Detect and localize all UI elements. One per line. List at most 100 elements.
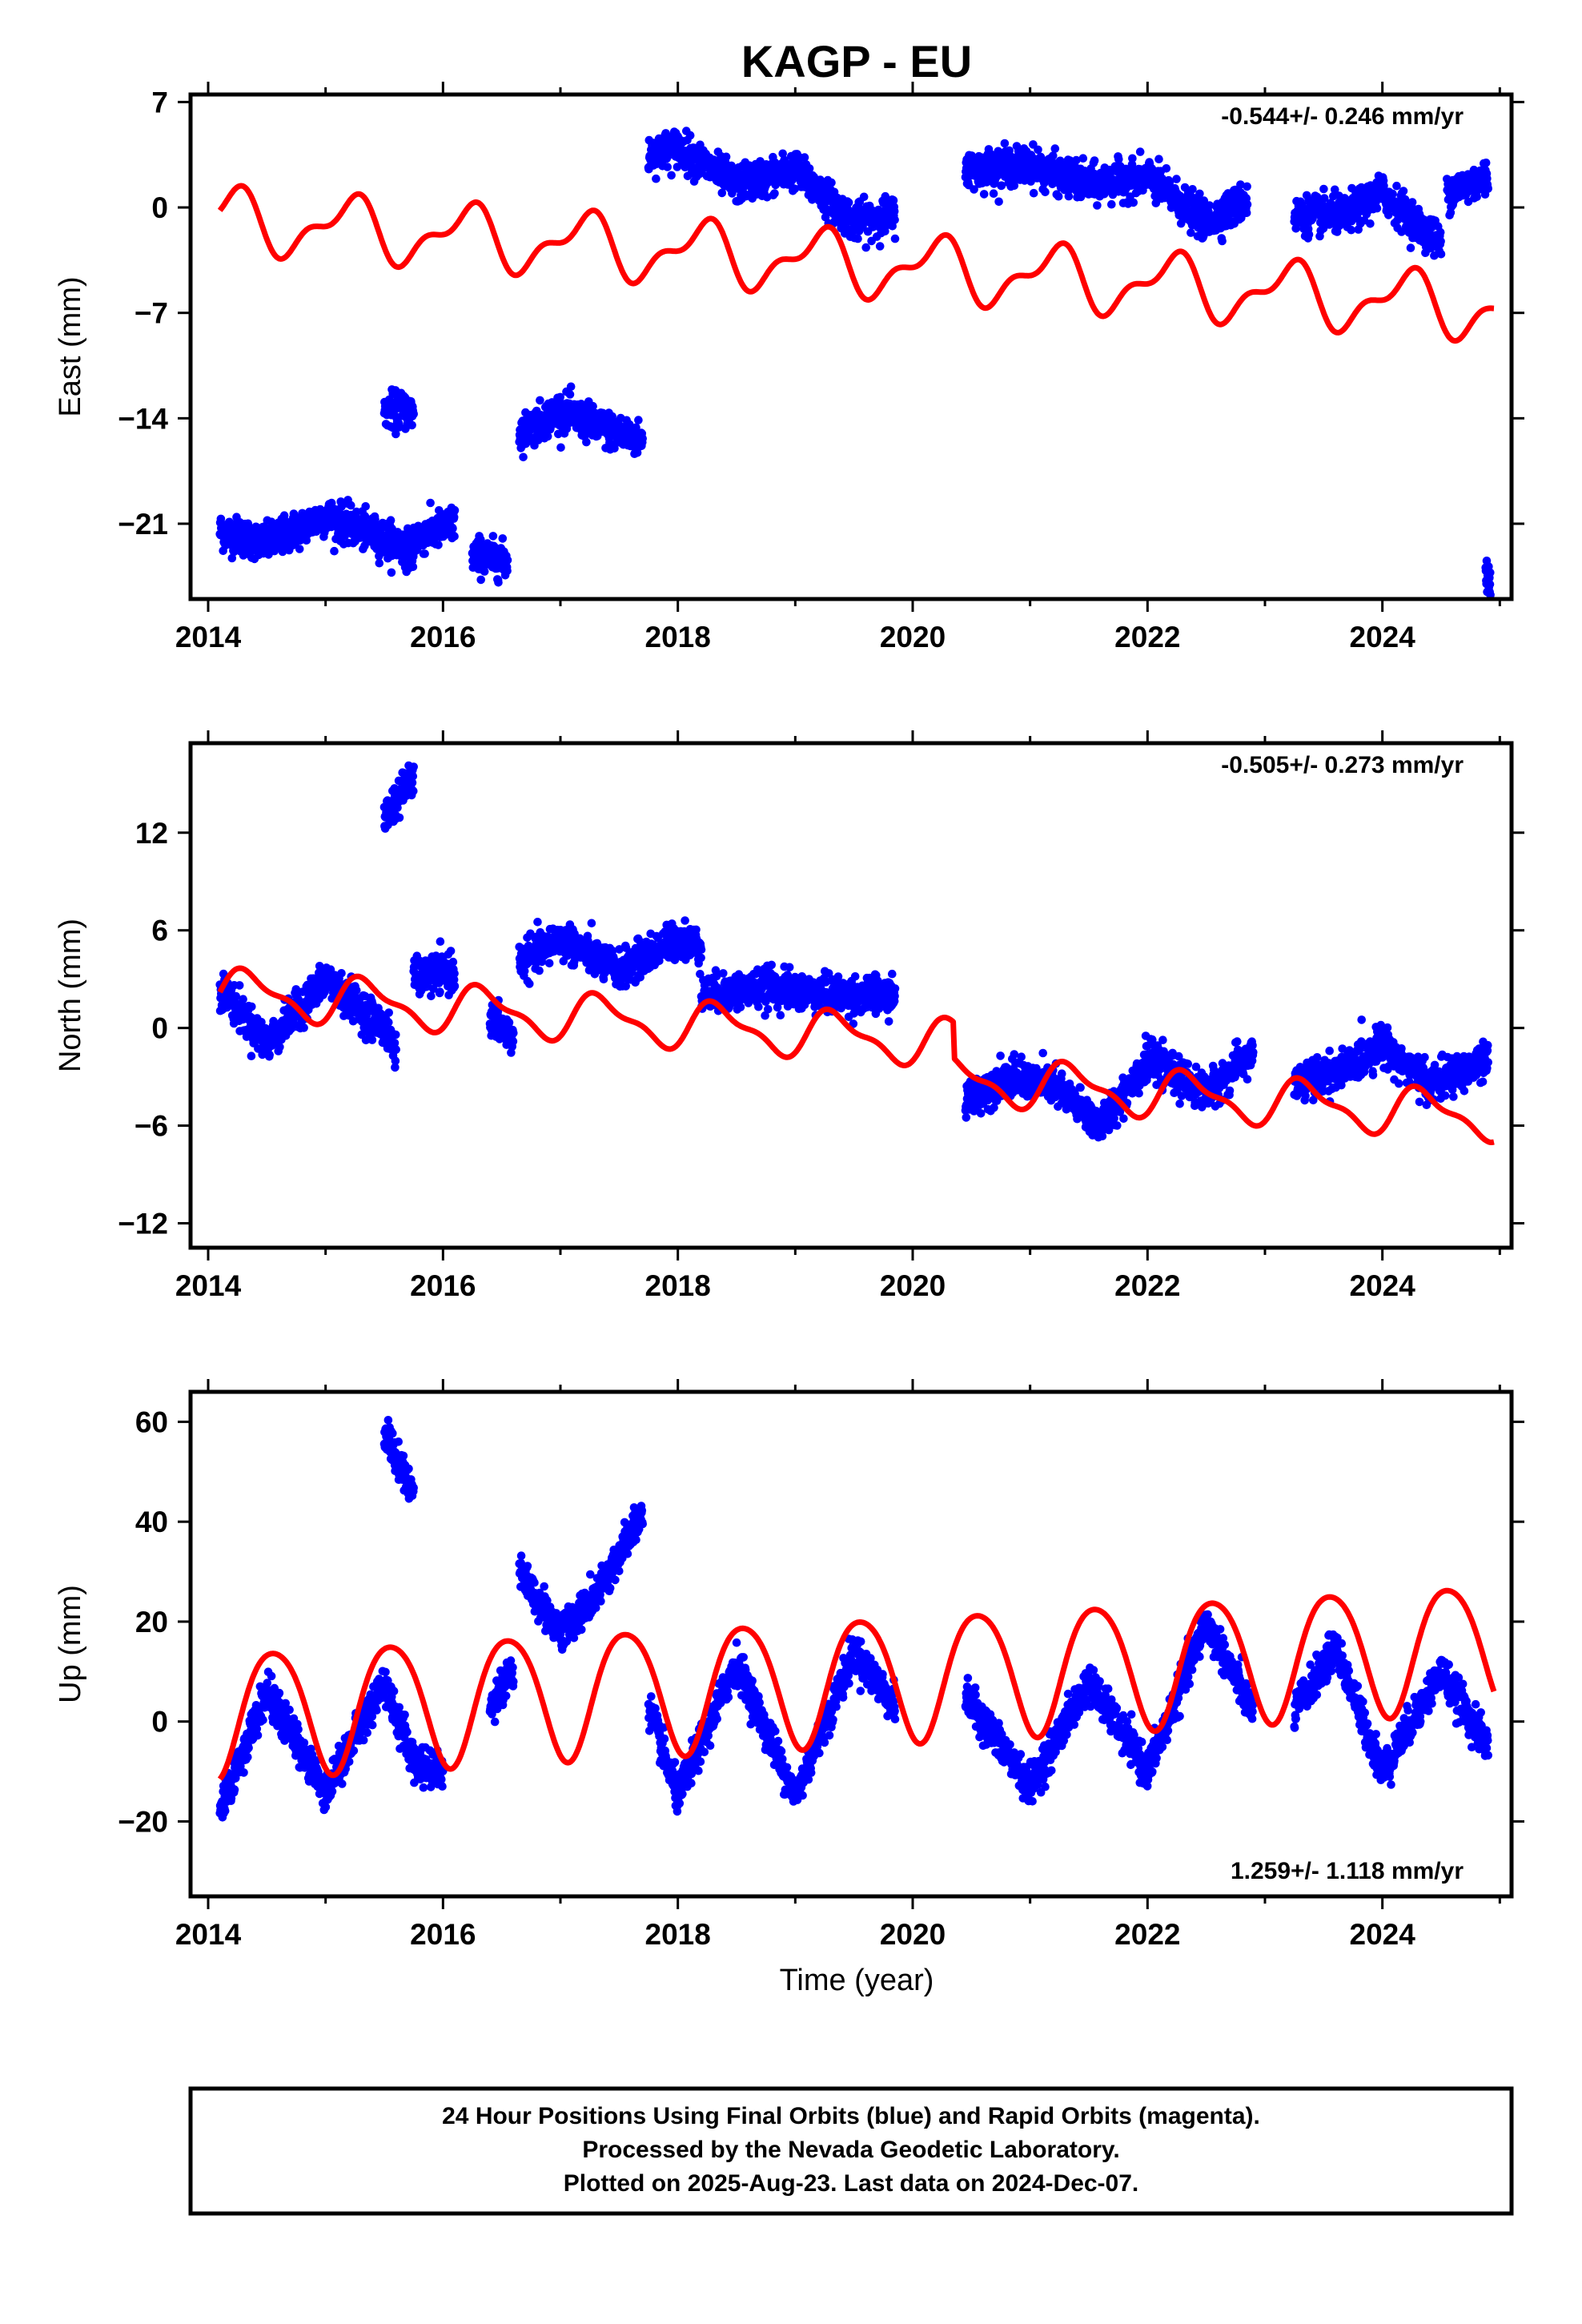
east-point	[1072, 155, 1081, 165]
east-point	[361, 502, 371, 511]
east-point	[543, 432, 552, 441]
north-point	[535, 966, 544, 975]
east-point	[519, 452, 528, 462]
east-point	[1064, 191, 1074, 201]
east-point	[1486, 568, 1495, 577]
east-point	[805, 164, 814, 173]
east-point	[1093, 201, 1102, 210]
east-point	[610, 444, 619, 453]
east-point	[330, 546, 339, 556]
east-observed-points	[215, 127, 1495, 599]
east-point	[1243, 182, 1251, 191]
east-point	[450, 505, 460, 515]
east-point	[1407, 198, 1417, 207]
north-point	[508, 1037, 518, 1046]
north-point	[275, 1043, 284, 1051]
east-x-tick-label: 2016	[410, 621, 476, 653]
east-point	[408, 420, 416, 430]
north-point	[352, 986, 361, 995]
east-point	[1090, 156, 1099, 165]
east-point	[387, 568, 396, 577]
north-point	[265, 1050, 275, 1059]
north-point	[391, 1063, 400, 1072]
east-model-curve	[217, 183, 1496, 344]
east-point	[844, 198, 853, 207]
east-point	[1034, 145, 1042, 155]
east-point	[1304, 230, 1314, 239]
east-point	[588, 402, 597, 411]
east-x-tick-label: 2014	[175, 621, 242, 653]
east-point	[1135, 147, 1145, 156]
north-point	[231, 991, 241, 1001]
east-point	[1176, 219, 1186, 228]
east-point	[360, 541, 369, 550]
north-point	[408, 772, 418, 781]
east-point	[989, 189, 998, 198]
east-point	[1054, 191, 1063, 201]
east-point	[861, 243, 870, 252]
north-point	[409, 762, 418, 771]
east-point	[1243, 199, 1252, 209]
east-point	[227, 553, 237, 563]
east-point	[1010, 181, 1019, 191]
east-point	[1107, 199, 1116, 209]
east-point	[1472, 192, 1481, 202]
east-point	[1195, 189, 1204, 199]
east-point	[970, 185, 978, 194]
east-point	[1331, 185, 1339, 195]
east-point	[503, 556, 512, 565]
north-point	[391, 1030, 400, 1039]
east-rate-label: -0.544+/- 0.246 mm/yr	[1221, 103, 1464, 130]
east-point	[556, 392, 564, 402]
east-point	[1218, 236, 1227, 246]
north-point	[450, 969, 459, 978]
east-point	[1154, 155, 1163, 163]
east-point	[498, 534, 508, 543]
east-point	[1481, 159, 1491, 167]
east-point	[1366, 219, 1375, 228]
north-point	[533, 918, 542, 927]
east-point	[1436, 237, 1445, 246]
north-point	[692, 925, 701, 935]
north-point	[257, 1018, 266, 1027]
east-point	[1319, 194, 1329, 203]
east-point	[1128, 154, 1137, 163]
east-point	[360, 512, 370, 521]
east-point	[582, 437, 591, 447]
north-point	[291, 985, 301, 994]
east-point	[1436, 250, 1446, 259]
east-point	[449, 513, 459, 522]
east-point	[1406, 243, 1415, 252]
east-point	[717, 188, 727, 198]
east-point	[1427, 223, 1436, 232]
east-point	[979, 190, 989, 199]
east-x-tick-label: 2018	[645, 621, 711, 653]
east-point	[800, 153, 809, 162]
east-point	[295, 545, 304, 553]
east-point	[881, 227, 889, 236]
east-point	[565, 390, 575, 399]
north-point	[247, 1051, 256, 1060]
north-observed-points	[215, 761, 1492, 1142]
north-point	[409, 786, 418, 795]
east-point	[663, 163, 672, 171]
north-point	[384, 1008, 394, 1017]
east-point	[1041, 187, 1050, 197]
north-point	[448, 957, 458, 967]
east-point	[1347, 225, 1355, 235]
north-point	[621, 943, 631, 952]
north-point	[299, 1023, 308, 1032]
north-point	[239, 995, 247, 1003]
east-point	[1298, 200, 1307, 209]
east-point	[721, 152, 731, 162]
east-point	[652, 174, 661, 183]
east-point	[770, 189, 779, 198]
east-point	[420, 549, 429, 558]
east-point	[1372, 203, 1382, 213]
east-point	[386, 516, 396, 525]
east-point	[503, 566, 512, 575]
east-point	[556, 443, 565, 452]
east-point	[375, 558, 384, 568]
east-point	[347, 501, 355, 510]
